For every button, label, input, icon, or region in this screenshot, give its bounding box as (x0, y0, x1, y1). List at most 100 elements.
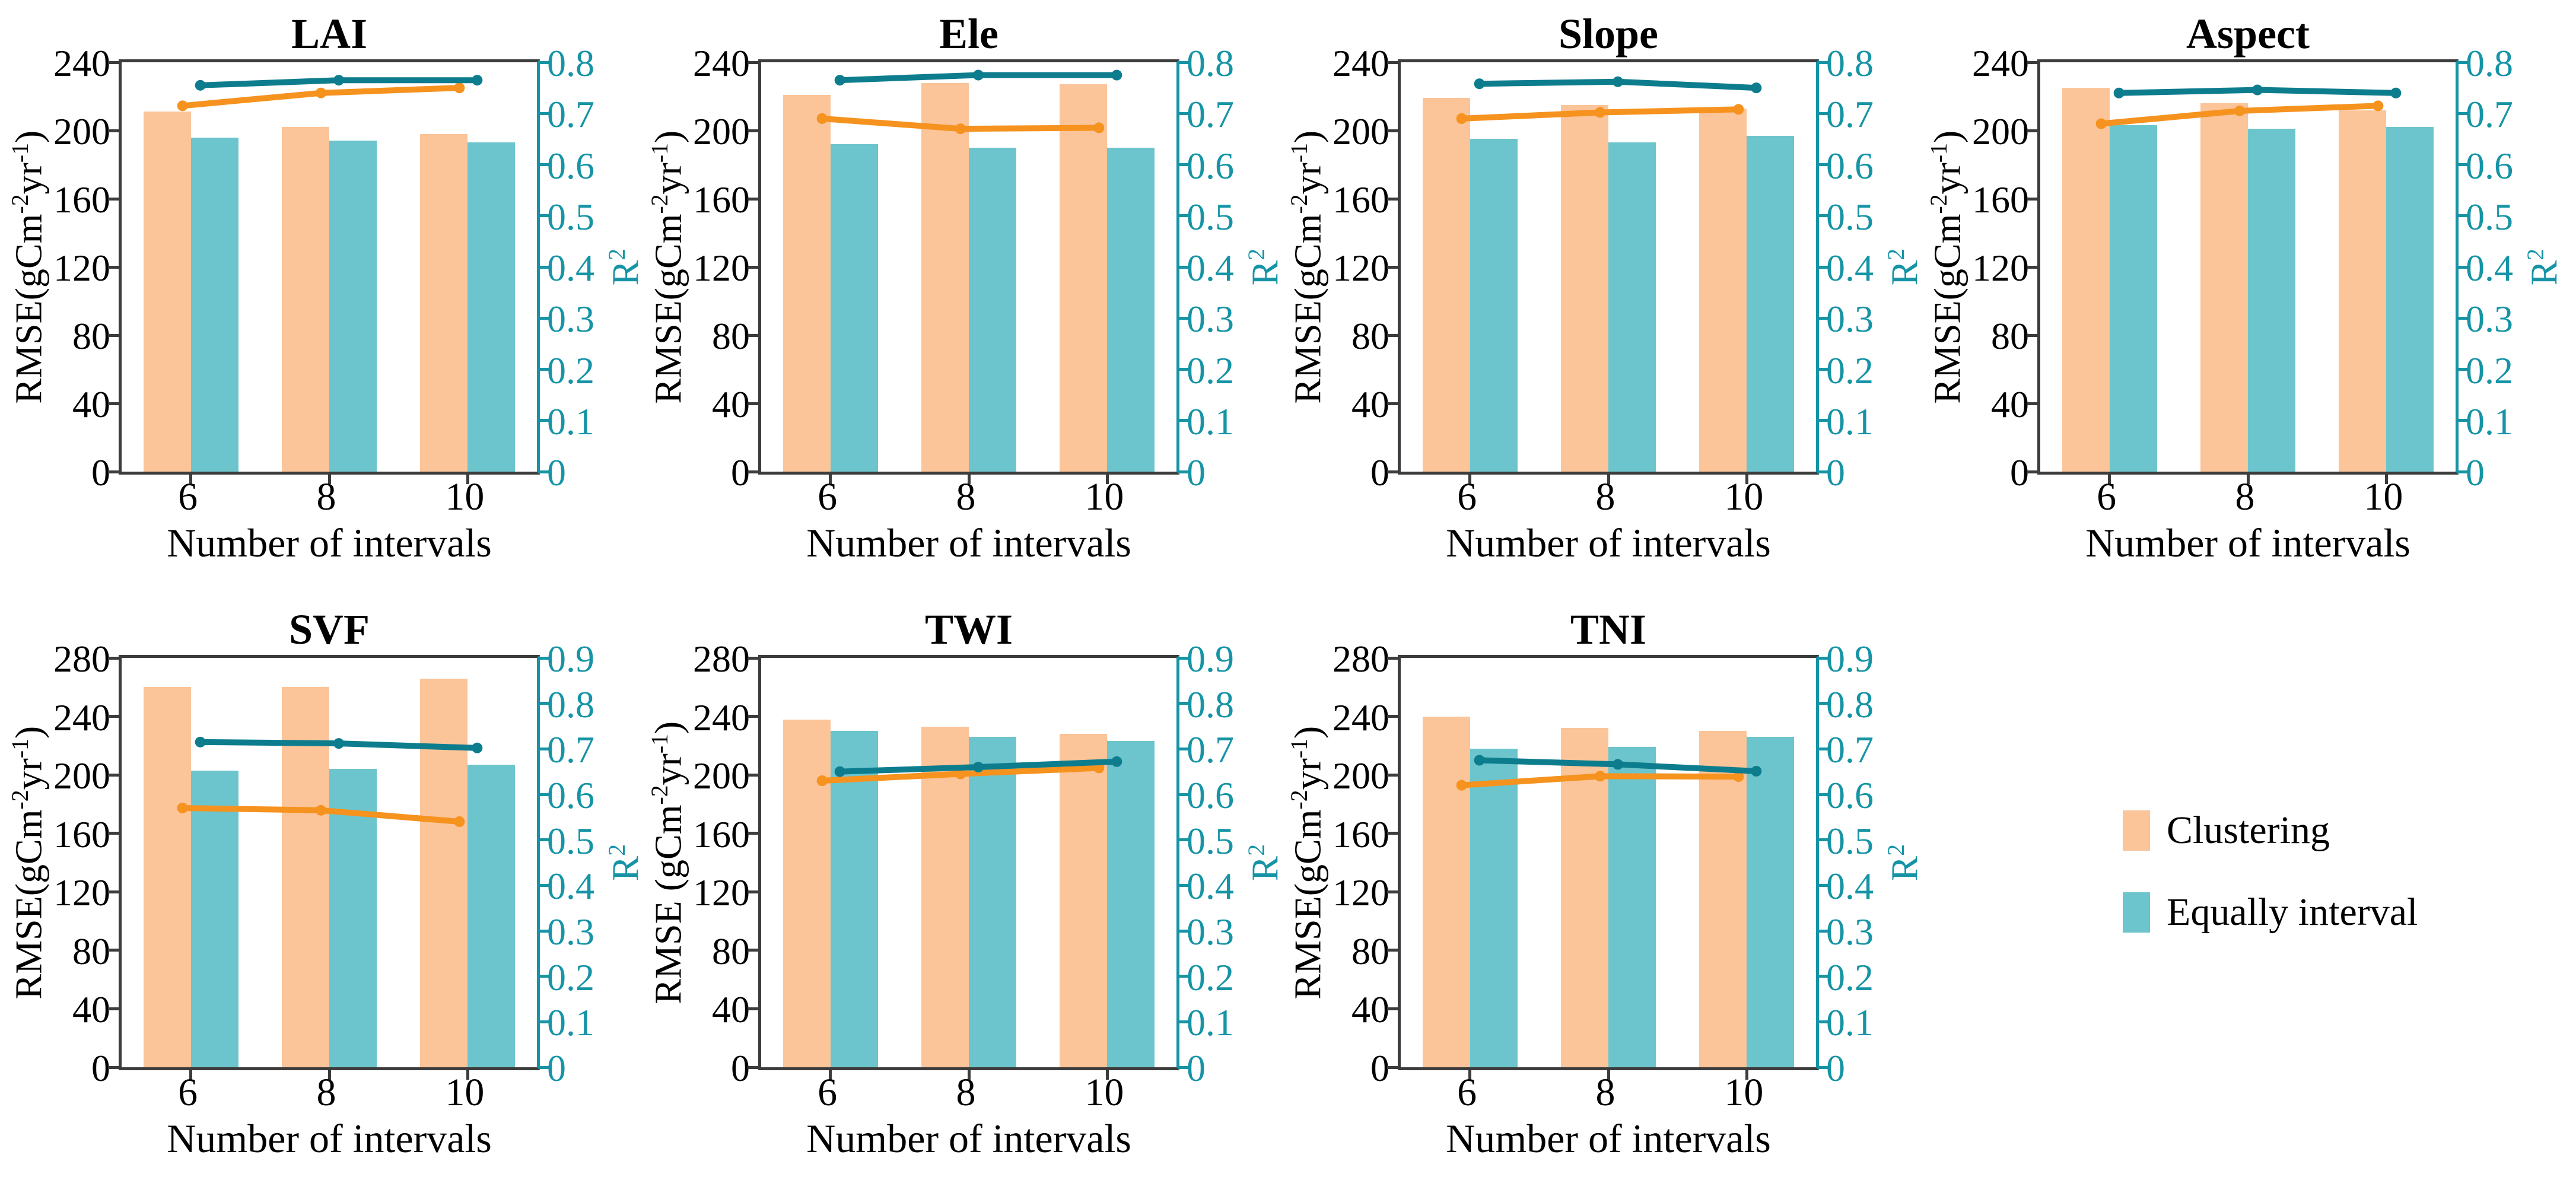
r2-lines (816, 69, 1122, 135)
x-tick-labels: 6 8 10 (1398, 1070, 1819, 1117)
left-tick-mark (108, 656, 119, 660)
bar-equally-interval (1107, 147, 1155, 472)
left-tick-mark (108, 129, 119, 132)
right-tick-mark (1179, 214, 1190, 218)
left-tick-label: 160 (53, 179, 110, 221)
left-tick-label: 80 (712, 315, 750, 357)
r2-lines (816, 756, 1122, 786)
r2-point-equally-interval (973, 762, 984, 772)
left-tick-labels: 0 40 80 120 160 200 240 (688, 44, 758, 492)
left-tick-mark (748, 656, 758, 660)
x-tick-label: 8 (956, 475, 976, 519)
right-tick-mark (1179, 419, 1190, 422)
left-tick-mark (748, 1065, 758, 1069)
left-tick-label: 200 (53, 755, 110, 797)
x-tick-label: 6 (1457, 1071, 1477, 1114)
left-tick-label: 40 (712, 988, 750, 1031)
right-tick-mark (540, 163, 551, 166)
right-tick-label: 0.6 (1187, 144, 1234, 187)
right-tick-label: 0.4 (547, 247, 594, 289)
right-tick-mark (540, 470, 551, 473)
r2-point-equally-interval (1474, 78, 1485, 90)
bar-clustering (1060, 734, 1108, 1067)
left-tick-label: 80 (1351, 315, 1389, 357)
left-tick-mark (108, 197, 119, 201)
right-tick-label: 0.4 (2466, 247, 2513, 289)
r2-point-equally-interval (195, 79, 206, 91)
x-tick-labels: 6 8 10 (758, 1070, 1179, 1117)
r2-point-equally-interval (195, 736, 206, 748)
left-tick-label: 280 (1332, 638, 1389, 680)
bar-equally-interval (190, 770, 238, 1067)
x-tick-mark (1105, 1070, 1109, 1080)
right-tick-mark (1179, 368, 1190, 371)
right-tick-mark (1179, 316, 1190, 320)
x-tick-label: 8 (316, 1071, 336, 1114)
left-tick-mark (748, 1007, 758, 1010)
left-tick-label: 0 (731, 1047, 750, 1089)
left-tick-labels: 0 40 80 120 160 200 240 280 (1328, 640, 1398, 1087)
right-tick-label: 0.1 (547, 400, 594, 443)
left-tick-mark (108, 832, 119, 835)
right-tick-labels: 0 0.1 0.2 0.3 0.4 0.5 0.6 0.7 0.8 (2459, 44, 2526, 492)
left-tick-label: 120 (1332, 871, 1389, 914)
left-tick-mark (1387, 265, 1398, 269)
left-axis-label: RMSE (gCm-2yr-1) (646, 721, 689, 1004)
left-tick-mark (1387, 715, 1398, 718)
panel-aspect: Aspect RMSE(gCm-2yr-1) 0 40 80 120 160 200 240 0 0… (1926, 8, 2567, 571)
r2-point-clustering (1595, 771, 1605, 782)
plot-area-slope (1387, 59, 1830, 484)
right-tick-mark (540, 702, 551, 705)
left-tick-mark (748, 197, 758, 201)
x-tick-mark (1468, 475, 1472, 484)
right-tick-label: 0.1 (1187, 1001, 1234, 1044)
bar-equally-interval (969, 737, 1016, 1067)
x-axis-label: Number of intervals (167, 520, 492, 565)
left-tick-label: 200 (1972, 110, 2029, 152)
right-tick-label: 0 (1187, 1047, 1206, 1089)
bar-clustering (2062, 88, 2110, 472)
r2-lines (1456, 755, 1762, 791)
left-tick-mark (748, 890, 758, 893)
bar-clustering (1561, 104, 1608, 472)
r2-lines (2095, 84, 2402, 129)
chart-area-tni: RMSE(gCm-2yr-1) 0 40 80 120 160 200 240 280 0 0.1 0… (1286, 640, 1927, 1087)
left-tick-label: 160 (1972, 179, 2029, 221)
left-tick-label: 0 (2010, 451, 2029, 494)
left-tick-mark (108, 265, 119, 269)
x-tick-mark (1745, 1070, 1748, 1080)
left-tick-mark (748, 470, 758, 473)
x-tick-label: 10 (2364, 475, 2403, 519)
r2-point-clustering (2373, 100, 2384, 112)
right-tick-label: 0.5 (1187, 819, 1234, 862)
right-tick-label: 0.5 (547, 195, 594, 238)
right-tick-mark (540, 368, 551, 371)
x-axis-label: Number of intervals (806, 1116, 1131, 1161)
right-tick-label: 0.5 (1826, 819, 1874, 862)
right-tick-mark (1179, 112, 1190, 115)
left-tick-label: 120 (1332, 247, 1389, 289)
bar-clustering (420, 133, 468, 472)
right-tick-mark (2459, 112, 2469, 115)
bar-equally-interval (1608, 142, 1656, 472)
left-tick-label: 80 (1991, 315, 2029, 357)
right-tick-label: 0.8 (1826, 683, 1874, 726)
right-tick-label: 0.3 (2466, 298, 2513, 341)
right-tick-label: 0 (2466, 451, 2485, 494)
right-tick-label: 0.9 (1187, 638, 1234, 680)
bar-equally-interval (1608, 747, 1656, 1067)
right-tick-mark (540, 838, 551, 842)
r2-point-clustering (2234, 105, 2245, 116)
left-axis-label: RMSE(gCm-2yr-1) (7, 130, 50, 404)
bar-equally-interval (2109, 125, 2157, 472)
right-tick-label: 0.8 (1826, 42, 1874, 84)
right-tick-mark (1819, 975, 1830, 978)
r2-point-clustering (1733, 104, 1744, 115)
right-tick-mark (540, 214, 551, 218)
right-tick-label: 0.2 (1187, 349, 1234, 392)
right-tick-mark (1179, 793, 1190, 796)
chart-area-lai: RMSE(gCm-2yr-1) 0 40 80 120 160 200 240 0 0.1 0.2 0… (7, 44, 648, 492)
left-tick-label: 120 (693, 871, 750, 914)
left-tick-label: 280 (693, 638, 750, 680)
left-tick-mark (1387, 773, 1398, 777)
